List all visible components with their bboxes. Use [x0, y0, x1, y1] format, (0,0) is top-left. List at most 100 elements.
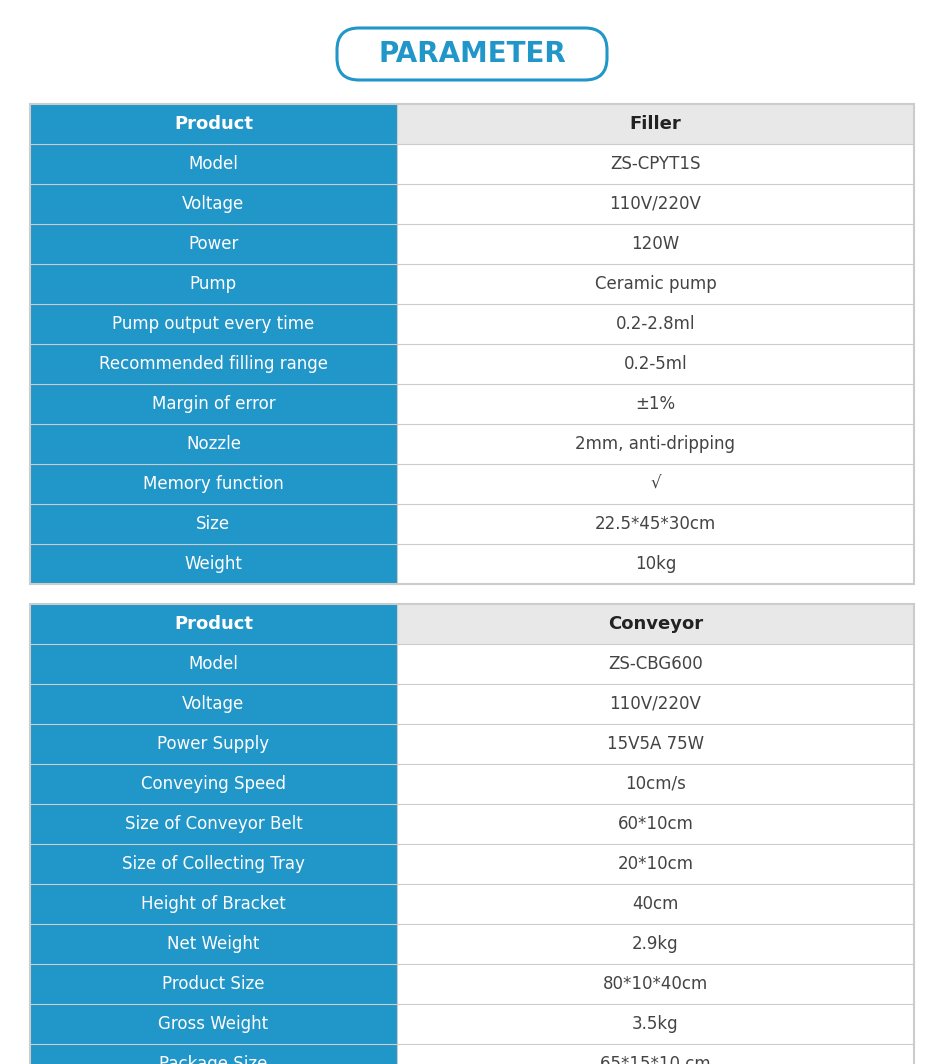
Text: Memory function: Memory function	[143, 475, 284, 493]
Text: 40cm: 40cm	[632, 895, 679, 913]
Text: 2mm, anti-dripping: 2mm, anti-dripping	[576, 435, 735, 453]
Bar	[396, 764, 914, 804]
Bar	[30, 225, 396, 264]
Text: 110V/220V: 110V/220V	[610, 195, 701, 213]
Text: Power Supply: Power Supply	[158, 735, 269, 753]
Bar	[30, 504, 396, 544]
Text: 0.2-5ml: 0.2-5ml	[624, 355, 687, 373]
Text: Product Size: Product Size	[162, 975, 264, 993]
Text: 10kg: 10kg	[634, 555, 676, 573]
Bar	[396, 184, 914, 225]
Text: Net Weight: Net Weight	[167, 935, 260, 953]
Bar	[30, 684, 396, 724]
Bar	[396, 423, 914, 464]
Text: 22.5*45*30cm: 22.5*45*30cm	[595, 515, 716, 533]
Bar	[30, 544, 396, 584]
Bar	[30, 764, 396, 804]
Text: 0.2-2.8ml: 0.2-2.8ml	[615, 315, 695, 333]
Bar	[30, 924, 396, 964]
Text: Height of Bracket: Height of Bracket	[141, 895, 286, 913]
Text: Package Size: Package Size	[160, 1055, 267, 1064]
Bar	[396, 144, 914, 184]
Text: ±1%: ±1%	[635, 395, 676, 413]
Bar	[30, 884, 396, 924]
Text: Nozzle: Nozzle	[186, 435, 241, 453]
Bar	[396, 264, 914, 304]
Bar	[30, 464, 396, 504]
Bar	[30, 384, 396, 423]
Bar	[396, 644, 914, 684]
Bar	[396, 384, 914, 423]
Bar	[396, 804, 914, 844]
Text: ZS-CPYT1S: ZS-CPYT1S	[610, 155, 700, 173]
Text: 80*10*40cm: 80*10*40cm	[603, 975, 708, 993]
Bar	[396, 104, 914, 144]
Text: √: √	[650, 475, 661, 493]
Bar	[30, 423, 396, 464]
Bar	[30, 964, 396, 1004]
Text: Weight: Weight	[184, 555, 243, 573]
Text: Conveyor: Conveyor	[608, 615, 703, 633]
Text: Voltage: Voltage	[182, 195, 244, 213]
Text: 110V/220V: 110V/220V	[610, 695, 701, 713]
Text: 60*10cm: 60*10cm	[617, 815, 693, 833]
Bar	[396, 344, 914, 384]
Bar	[396, 684, 914, 724]
Text: Model: Model	[189, 155, 239, 173]
Bar	[30, 104, 396, 144]
Text: 20*10cm: 20*10cm	[617, 855, 694, 872]
Bar	[396, 504, 914, 544]
Text: Product: Product	[174, 115, 253, 133]
Text: Product: Product	[174, 615, 253, 633]
Text: Power: Power	[188, 235, 239, 253]
Text: Conveying Speed: Conveying Speed	[141, 775, 286, 793]
Bar	[30, 144, 396, 184]
Bar	[396, 844, 914, 884]
Bar	[396, 604, 914, 644]
Text: 10cm/s: 10cm/s	[625, 775, 686, 793]
Bar	[396, 225, 914, 264]
Bar	[30, 1044, 396, 1064]
Bar	[396, 304, 914, 344]
Text: Size of Collecting Tray: Size of Collecting Tray	[122, 855, 305, 872]
Bar	[396, 884, 914, 924]
Text: Margin of error: Margin of error	[152, 395, 276, 413]
Text: Gross Weight: Gross Weight	[159, 1015, 268, 1033]
Bar	[30, 104, 914, 584]
Bar	[30, 724, 396, 764]
Bar	[396, 1004, 914, 1044]
Bar	[30, 1004, 396, 1044]
Bar	[30, 304, 396, 344]
Text: Pump output every time: Pump output every time	[112, 315, 314, 333]
Text: 15V5A 75W: 15V5A 75W	[607, 735, 704, 753]
Bar	[30, 184, 396, 225]
Text: Recommended filling range: Recommended filling range	[99, 355, 328, 373]
Bar	[30, 264, 396, 304]
Bar	[30, 804, 396, 844]
Bar	[396, 464, 914, 504]
Bar	[30, 604, 914, 1064]
Text: Size: Size	[196, 515, 230, 533]
Text: Model: Model	[189, 655, 239, 674]
Bar	[30, 344, 396, 384]
Bar	[396, 724, 914, 764]
Text: 65*15*10 cm: 65*15*10 cm	[600, 1055, 711, 1064]
Bar	[30, 604, 396, 644]
Text: Voltage: Voltage	[182, 695, 244, 713]
Bar	[396, 1044, 914, 1064]
Text: ZS-CBG600: ZS-CBG600	[608, 655, 702, 674]
Bar	[30, 644, 396, 684]
Text: 120W: 120W	[632, 235, 680, 253]
Text: Filler: Filler	[630, 115, 682, 133]
Text: Pump: Pump	[190, 275, 237, 293]
Bar	[396, 544, 914, 584]
Text: 2.9kg: 2.9kg	[632, 935, 679, 953]
Bar	[396, 924, 914, 964]
Text: Size of Conveyor Belt: Size of Conveyor Belt	[125, 815, 302, 833]
Bar	[396, 964, 914, 1004]
Bar	[30, 844, 396, 884]
FancyBboxPatch shape	[337, 28, 607, 80]
Text: Ceramic pump: Ceramic pump	[595, 275, 716, 293]
Text: PARAMETER: PARAMETER	[379, 40, 565, 68]
Text: 3.5kg: 3.5kg	[632, 1015, 679, 1033]
